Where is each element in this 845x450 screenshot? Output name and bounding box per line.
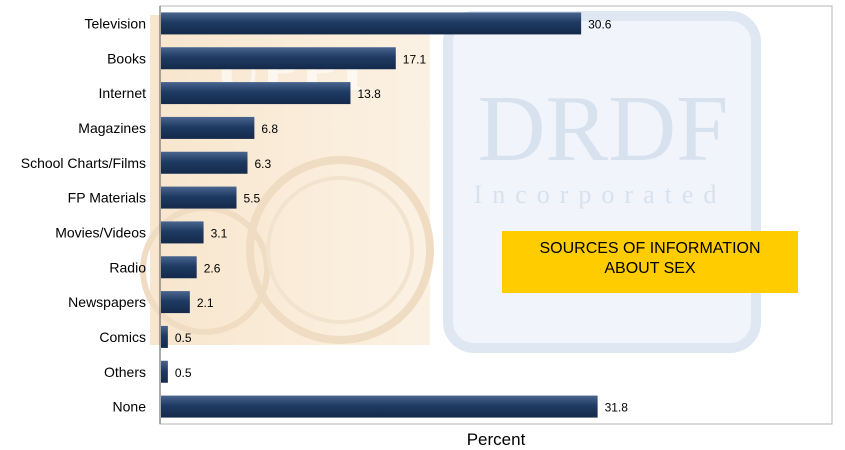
bar-internet	[161, 82, 351, 105]
bar-magazines	[161, 116, 255, 139]
chart-title-line-2: ABOUT SEX	[604, 260, 696, 277]
value-label: 31.8	[605, 401, 629, 415]
value-label: 2.1	[197, 296, 214, 310]
category-label: Newspapers	[68, 294, 146, 310]
watermark-seal-right	[246, 156, 434, 344]
category-label: Internet	[99, 85, 147, 101]
bar-others	[161, 360, 168, 383]
bar-books	[161, 47, 396, 70]
value-label: 2.6	[204, 261, 221, 275]
bar-movies-videos	[161, 221, 204, 244]
bar-radio	[161, 256, 197, 279]
bar-school-charts-films	[161, 151, 248, 174]
bar-newspapers	[161, 291, 190, 314]
value-label: 3.1	[211, 226, 228, 240]
watermark-drdf-text: DRDF	[478, 77, 729, 181]
category-label: None	[113, 399, 147, 415]
chart-title-box: SOURCES OF INFORMATION ABOUT SEX	[502, 231, 798, 293]
watermark-incorporated-text: Incorporated	[474, 180, 727, 209]
value-label: 13.8	[357, 87, 381, 101]
category-label: Radio	[109, 259, 146, 275]
x-axis-title: Percent	[467, 430, 526, 449]
bar-television	[161, 12, 582, 35]
category-label: Others	[104, 364, 146, 380]
watermark-seal-right-inner	[266, 176, 414, 324]
category-label: Television	[85, 15, 146, 31]
category-label: School Charts/Films	[21, 155, 146, 171]
value-label: 30.6	[588, 17, 612, 31]
value-label: 5.5	[244, 192, 261, 206]
bars-group	[161, 12, 598, 418]
category-label: Books	[107, 50, 146, 66]
bar-fp-materials	[161, 186, 237, 209]
category-label: Movies/Videos	[55, 224, 146, 240]
value-labels: 30.6 17.1 13.8 6.8 6.3 5.5 3.1 2.6 2.1 0.5 0.5 31.8	[175, 17, 628, 414]
category-label: Comics	[99, 329, 146, 345]
value-label: 6.3	[254, 157, 271, 171]
value-label: 0.5	[175, 366, 192, 380]
bar-none	[161, 395, 598, 418]
bar-comics	[161, 325, 168, 348]
value-label: 17.1	[403, 52, 427, 66]
chart-title-line-1: SOURCES OF INFORMATION	[539, 240, 761, 257]
category-labels: Television Books Internet Magazines School C…	[21, 15, 146, 414]
category-label: Magazines	[78, 120, 146, 136]
category-label: FP Materials	[68, 190, 146, 206]
value-label: 0.5	[175, 331, 192, 345]
value-label: 6.8	[261, 122, 278, 136]
